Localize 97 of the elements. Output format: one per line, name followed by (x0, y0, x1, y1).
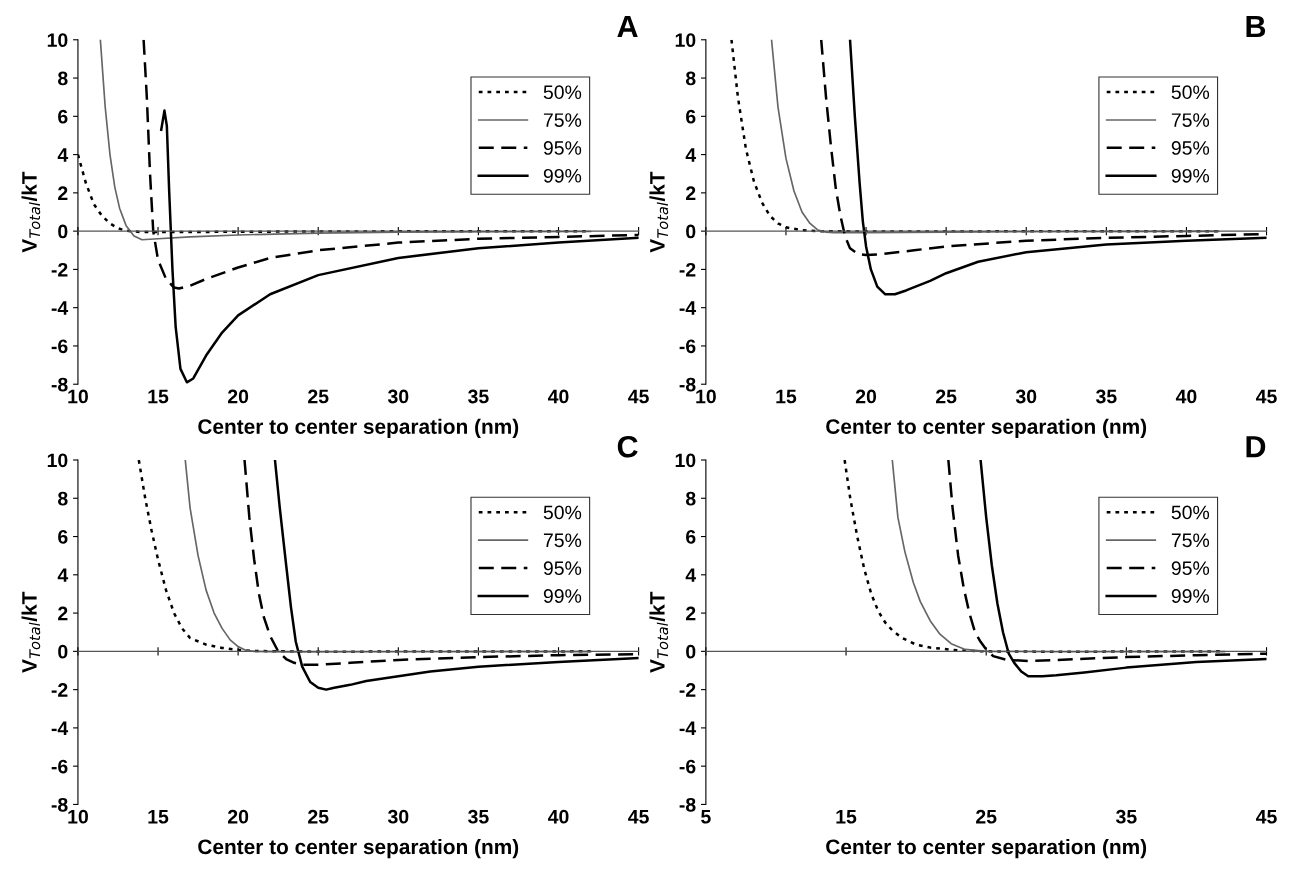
legend-label: 50% (543, 85, 582, 100)
legend-label: 95% (543, 561, 582, 576)
x-tick-label: 15 (148, 389, 169, 404)
chart-title: D (1246, 436, 1266, 458)
legend-label: 75% (543, 533, 582, 548)
y-tick-label: -4 (679, 301, 697, 315)
x-tick-label: 30 (387, 389, 409, 404)
x-tick-label: 30 (387, 809, 409, 824)
y-axis-title: V$_{Total}$/kT (649, 591, 669, 673)
y-tick-label: 10 (675, 453, 696, 468)
x-tick-label: 25 (976, 809, 997, 824)
y-tick-label: -8 (679, 377, 696, 392)
x-tick-label: 40 (547, 809, 569, 824)
x-tick-label: 25 (936, 389, 957, 404)
y-tick-label: 8 (685, 71, 696, 86)
x-tick-label: 45 (1256, 810, 1277, 824)
y-tick-label: -6 (679, 759, 696, 774)
y-tick-label: 10 (47, 33, 68, 48)
y-tick-label: 2 (686, 186, 696, 200)
x-tick-label: 15 (836, 810, 857, 824)
y-tick-label: 2 (58, 606, 68, 621)
x-axis-title: Center to center separation (nm) (826, 418, 1147, 439)
y-tick-label: -4 (679, 721, 697, 735)
x-tick-label: 35 (1116, 809, 1137, 824)
y-tick-label: -6 (51, 759, 68, 774)
x-tick-label: 20 (855, 389, 877, 404)
legend-label: 99% (1171, 589, 1210, 603)
legend-label: 75% (1171, 533, 1210, 548)
legend-label: 95% (1171, 561, 1210, 576)
y-tick-label: -2 (51, 262, 68, 277)
legend-label: 75% (1171, 113, 1210, 127)
y-tick-label: 6 (58, 530, 68, 544)
y-tick-label: 0 (686, 224, 696, 239)
y-tick-label: 2 (686, 606, 696, 621)
legend-label: 95% (543, 141, 582, 155)
y-tick-label: 8 (58, 491, 68, 506)
legend-label: 99% (1171, 168, 1210, 183)
y-tick-label: 0 (58, 224, 68, 239)
x-tick-label: 20 (227, 809, 249, 824)
y-tick-label: -8 (51, 377, 68, 392)
x-tick-label: 30 (1015, 389, 1037, 404)
y-tick-label: -2 (679, 262, 696, 277)
x-axis-title: Center to center separation (nm) (198, 838, 519, 859)
x-tick-label: 5 (701, 810, 711, 824)
legend-label: 99% (543, 589, 582, 603)
x-tick-label: 10 (68, 809, 88, 824)
x-tick-label: 10 (68, 389, 88, 404)
y-tick-label: -8 (679, 797, 696, 812)
x-tick-label: 40 (1175, 389, 1197, 404)
chart-title: B (1246, 15, 1266, 37)
x-axis-title: Center to center separation (nm) (826, 838, 1147, 859)
x-axis-title: Center to center separation (nm) (198, 418, 519, 439)
x-tick-label: 25 (308, 389, 329, 404)
y-tick-label: 0 (58, 644, 68, 659)
x-tick-label: 35 (1095, 389, 1117, 404)
y-tick-label: -6 (679, 339, 696, 354)
legend-label: 50% (543, 505, 582, 520)
x-tick-label: 20 (227, 389, 249, 404)
legend-label: 95% (1171, 141, 1210, 155)
legend-label: 50% (1171, 85, 1210, 100)
x-tick-label: 15 (776, 389, 797, 404)
y-tick-label: 10 (47, 453, 68, 468)
legend-label: 50% (1171, 505, 1210, 520)
y-tick-label: 8 (685, 491, 696, 506)
y-tick-label: 10 (675, 33, 696, 48)
y-tick-label: 6 (686, 530, 696, 544)
y-tick-label: 4 (57, 568, 69, 582)
y-axis-title: V$_{Total}$/kT (649, 171, 669, 253)
x-tick-label: 15 (148, 810, 169, 824)
y-axis-title: V$_{Total}$/kT (21, 591, 41, 673)
y-tick-label: -8 (51, 797, 68, 812)
y-tick-label: 6 (58, 109, 68, 124)
y-tick-label: 4 (685, 148, 697, 162)
chart-title: A (617, 15, 638, 37)
y-axis-title: V$_{Total}$/kT (21, 171, 41, 253)
y-tick-label: 8 (58, 71, 68, 86)
y-tick-label: -4 (51, 721, 69, 735)
x-tick-label: 10 (696, 389, 716, 404)
legend-label: 75% (543, 113, 582, 127)
x-tick-label: 35 (468, 809, 489, 824)
x-tick-label: 45 (628, 810, 649, 824)
y-tick-label: -6 (51, 339, 68, 354)
x-tick-label: 25 (308, 809, 329, 824)
legend-label: 99% (543, 168, 582, 183)
y-tick-label: 4 (685, 568, 697, 582)
x-tick-label: 35 (468, 389, 489, 404)
y-tick-label: 0 (686, 644, 696, 659)
y-tick-label: -2 (51, 683, 68, 697)
y-tick-label: 4 (57, 148, 69, 162)
y-tick-label: -4 (51, 301, 69, 315)
x-tick-label: 40 (547, 389, 569, 404)
y-tick-label: -2 (679, 683, 696, 697)
y-tick-label: 6 (686, 109, 696, 124)
chart-title: C (617, 435, 638, 458)
y-tick-label: 2 (58, 186, 68, 200)
x-tick-label: 45 (628, 389, 649, 404)
x-tick-label: 45 (1256, 389, 1277, 404)
